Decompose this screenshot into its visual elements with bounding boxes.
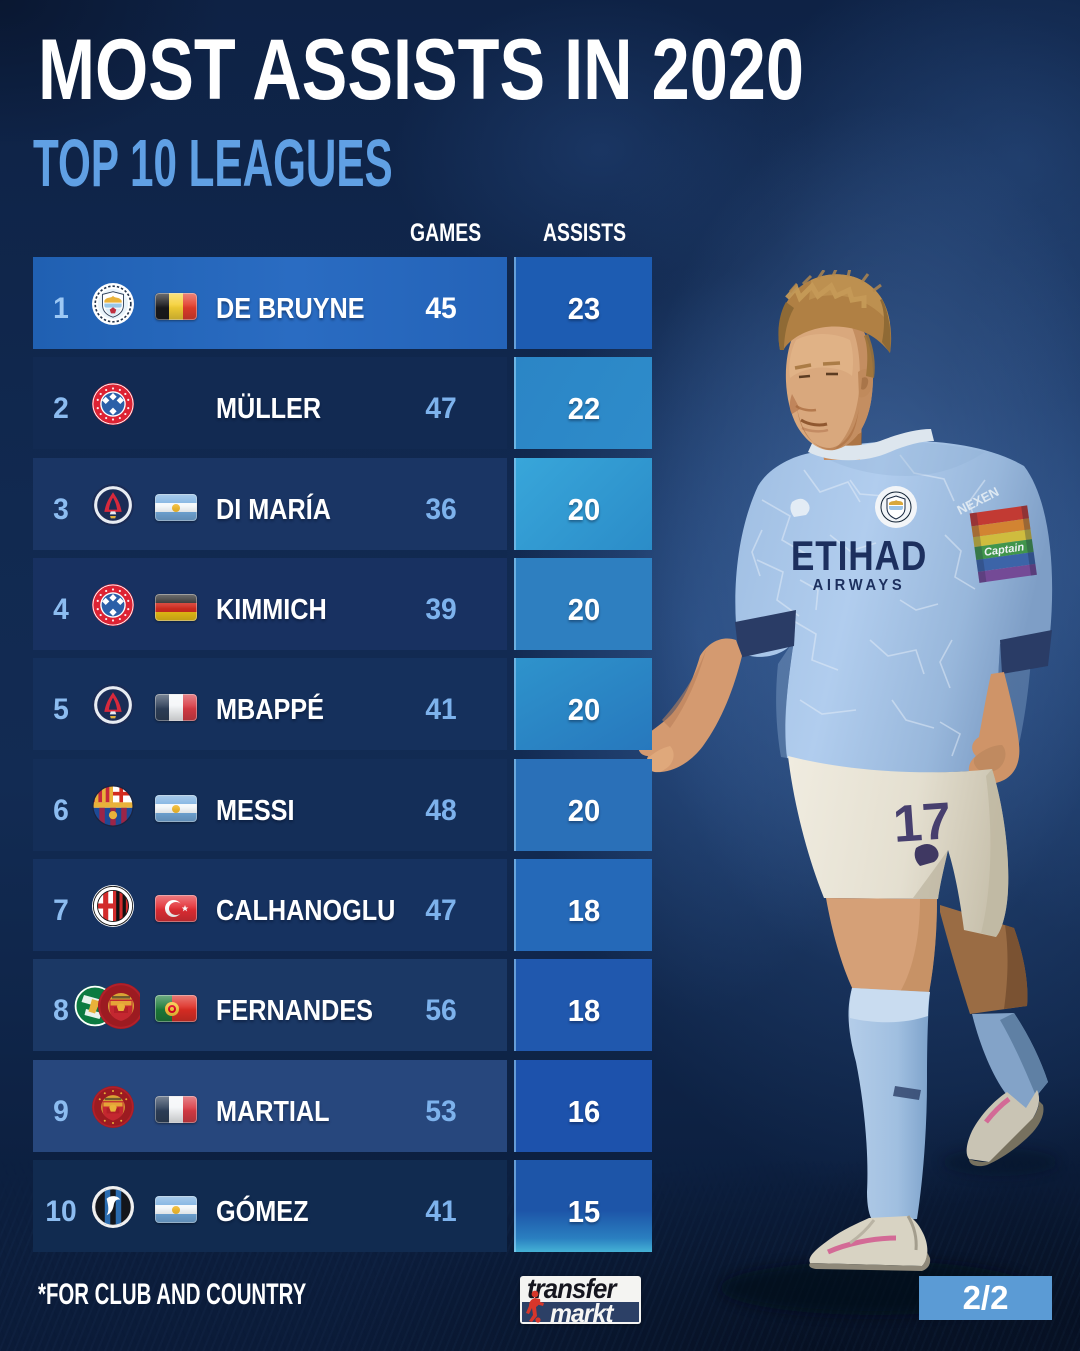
svg-text:17: 17 (891, 792, 953, 854)
svg-text:AIRWAYS: AIRWAYS (813, 576, 906, 594)
svg-text:ETIHAD: ETIHAD (791, 533, 927, 580)
svg-text:Captain: Captain (983, 541, 1025, 559)
